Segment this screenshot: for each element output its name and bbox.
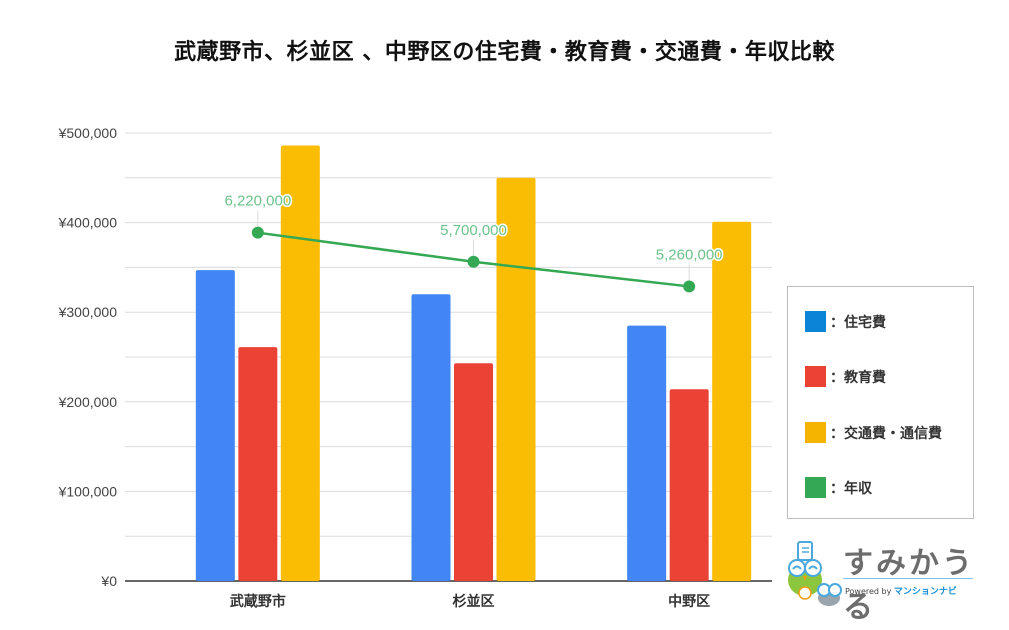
legend-swatch-transport <box>805 422 826 443</box>
bar-教育費 <box>669 389 709 581</box>
income-data-label: 5,260,000 <box>656 246 723 263</box>
bar-住宅費 <box>195 270 235 581</box>
legend-label-housing: ：住宅費 <box>830 314 886 331</box>
bar-series <box>195 145 752 582</box>
y-tick-label: ¥100,000 <box>58 483 118 499</box>
x-tick-label: 杉並区 <box>453 593 495 610</box>
powered-prefix: Powered by <box>845 587 894 596</box>
y-tick-label: ¥0 <box>100 573 117 589</box>
income-point <box>251 226 264 239</box>
legend-swatch-income <box>805 477 826 498</box>
x-tick-label: 武蔵野市 <box>230 593 286 610</box>
y-tick-label: ¥400,000 <box>58 215 118 231</box>
y-tick-label: ¥200,000 <box>58 394 118 410</box>
legend-item-education: ：教育費 <box>805 366 886 387</box>
legend-swatch-education <box>805 366 826 387</box>
bar-教育費 <box>238 347 278 581</box>
legend-item-transport: ：交通費・通信費 <box>805 422 942 443</box>
line-series-annual-income: 6,220,000 5,700,000 5,260,000 <box>223 191 724 293</box>
y-tick-label: ¥500,000 <box>58 125 118 141</box>
x-axis-labels: 武蔵野市 杉並区 中野区 <box>230 593 710 610</box>
bar-交通費・通信費 <box>496 177 536 582</box>
logo-divider <box>843 578 973 579</box>
income-data-label: 6,220,000 <box>224 193 291 210</box>
legend-item-housing: ：住宅費 <box>805 311 886 332</box>
bar-交通費・通信費 <box>712 221 752 582</box>
income-point <box>683 280 696 293</box>
legend-swatch-housing <box>805 311 826 332</box>
logo-wordmark: すみかうる <box>843 546 975 625</box>
powered-brand: マンションナビ <box>893 587 957 597</box>
chart-legend: ：住宅費 ：教育費 ：交通費・通信費 ：年収 <box>787 286 974 519</box>
income-point <box>467 255 480 268</box>
bar-住宅費 <box>627 325 667 581</box>
bar-交通費・通信費 <box>280 145 320 581</box>
legend-label-income: ：年収 <box>830 480 872 497</box>
legend-label-education: ：教育費 <box>830 369 886 386</box>
mascot-icon <box>788 541 842 606</box>
bar-教育費 <box>454 363 493 581</box>
bar-住宅費 <box>411 294 451 581</box>
y-tick-label: ¥300,000 <box>58 304 118 320</box>
sumikauru-logo: すみかうる Powered by マンションナビ <box>785 538 980 625</box>
logo-powered-by: Powered by マンションナビ <box>845 584 957 597</box>
legend-label-transport: ：交通費・通信費 <box>830 425 942 442</box>
chart-title: 武蔵野市、杉並区 、中野区の住宅費・教育費・交通費・年収比較 <box>174 40 835 65</box>
legend-item-income: ：年収 <box>805 477 872 498</box>
y-axis-labels: ¥0 ¥100,000 ¥200,000 ¥300,000 ¥400,000 ¥500,0… <box>58 125 118 589</box>
x-tick-label: 中野区 <box>668 593 710 610</box>
income-data-label: 5,700,000 <box>440 222 507 239</box>
